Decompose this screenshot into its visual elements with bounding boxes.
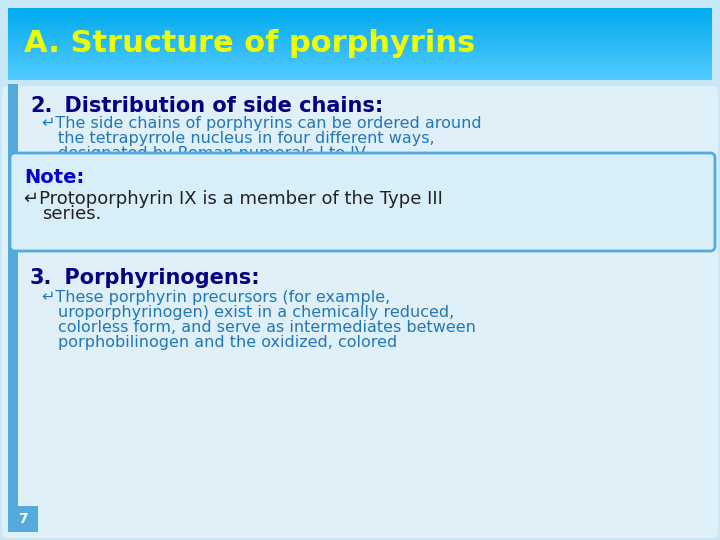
Text: physiologically important in humans.: physiologically important in humans. bbox=[58, 195, 356, 210]
FancyBboxPatch shape bbox=[10, 153, 715, 251]
Bar bbox=[8, 33, 712, 35]
Bar bbox=[8, 51, 712, 53]
Bar bbox=[8, 42, 712, 44]
Bar bbox=[8, 72, 712, 75]
Bar bbox=[8, 18, 712, 21]
Bar bbox=[8, 52, 712, 55]
Bar bbox=[8, 20, 712, 22]
Bar bbox=[8, 35, 712, 37]
Text: Distribution of side chains:: Distribution of side chains: bbox=[50, 96, 383, 116]
Bar bbox=[8, 44, 712, 46]
Text: uroporphyrinogen) exist in a chemically reduced,: uroporphyrinogen) exist in a chemically … bbox=[58, 305, 454, 320]
Bar bbox=[8, 67, 712, 69]
Bar bbox=[8, 71, 712, 73]
Bar bbox=[8, 58, 712, 60]
Bar bbox=[8, 45, 712, 48]
Bar bbox=[8, 8, 712, 10]
Text: series.: series. bbox=[42, 205, 102, 223]
Bar bbox=[8, 506, 38, 532]
Bar bbox=[8, 78, 712, 80]
Text: A. Structure of porphyrins: A. Structure of porphyrins bbox=[24, 30, 475, 58]
Bar bbox=[8, 24, 712, 26]
FancyBboxPatch shape bbox=[2, 86, 718, 538]
Bar bbox=[8, 65, 712, 68]
Text: designated by Roman numerals I to IV.: designated by Roman numerals I to IV. bbox=[58, 146, 369, 161]
Text: 7: 7 bbox=[18, 512, 28, 526]
Bar bbox=[8, 13, 712, 15]
Bar bbox=[8, 55, 712, 57]
Bar bbox=[8, 22, 712, 24]
Bar bbox=[8, 76, 712, 78]
Bar bbox=[8, 69, 712, 71]
Text: ↵These porphyrin precursors (for example,: ↵These porphyrin precursors (for example… bbox=[42, 290, 390, 305]
Bar bbox=[8, 49, 712, 51]
Bar bbox=[8, 25, 712, 28]
Bar bbox=[8, 36, 712, 38]
Bar bbox=[8, 74, 712, 76]
Text: ↵Only Type III porphyrins, which contain an asymmetric: ↵Only Type III porphyrins, which contain… bbox=[42, 165, 492, 180]
Bar bbox=[8, 17, 712, 19]
Bar bbox=[8, 62, 712, 64]
Bar bbox=[8, 60, 712, 62]
Bar bbox=[8, 40, 712, 42]
Bar bbox=[8, 63, 712, 65]
Text: ↵The side chains of porphyrins can be ordered around: ↵The side chains of porphyrins can be or… bbox=[42, 116, 482, 131]
Text: porphobilinogen and the oxidized, colored: porphobilinogen and the oxidized, colore… bbox=[58, 335, 397, 350]
Bar bbox=[8, 56, 712, 58]
Text: Porphyrinogens:: Porphyrinogens: bbox=[50, 268, 260, 288]
Text: colorless form, and serve as intermediates between: colorless form, and serve as intermediat… bbox=[58, 320, 476, 335]
Bar bbox=[8, 31, 712, 33]
Text: ↵Protoporphyrin IX is a member of the Type III: ↵Protoporphyrin IX is a member of the Ty… bbox=[24, 190, 443, 208]
Bar bbox=[8, 29, 712, 31]
Text: Note:: Note: bbox=[24, 168, 84, 187]
Text: substitution on ring D (see Figure 21.2), are: substitution on ring D (see Figure 21.2)… bbox=[58, 180, 410, 195]
Bar bbox=[8, 84, 18, 532]
Bar bbox=[8, 28, 712, 30]
Text: 2.: 2. bbox=[30, 96, 53, 116]
Bar bbox=[8, 38, 712, 40]
Bar bbox=[8, 47, 712, 49]
Bar bbox=[8, 15, 712, 17]
Bar bbox=[8, 9, 712, 11]
Text: the tetrapyrrole nucleus in four different ways,: the tetrapyrrole nucleus in four differe… bbox=[58, 131, 435, 146]
Text: 3.: 3. bbox=[30, 268, 53, 288]
Bar bbox=[8, 11, 712, 14]
